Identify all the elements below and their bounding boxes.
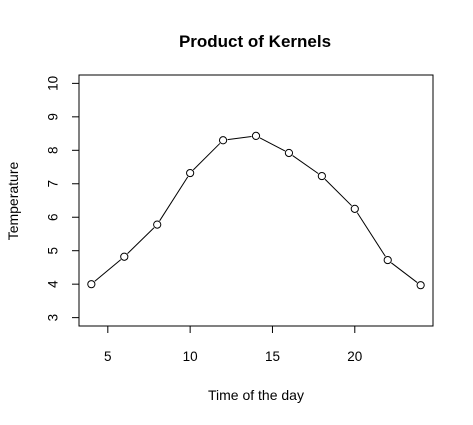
data-point bbox=[87, 280, 96, 289]
chart-title: Product of Kernels bbox=[179, 32, 331, 51]
y-axis-label: Temperature bbox=[5, 161, 21, 240]
line-segment bbox=[159, 176, 189, 222]
y-tick-label: 6 bbox=[46, 213, 61, 221]
data-point bbox=[350, 204, 359, 213]
line-segment bbox=[94, 259, 122, 282]
plot-frame bbox=[78, 74, 434, 327]
line-segment bbox=[127, 227, 155, 254]
y-axis: 3 4 5 6 7 8 9 10 bbox=[46, 76, 80, 322]
y-tick-label: 8 bbox=[46, 147, 61, 155]
line-segment bbox=[259, 137, 286, 152]
y-tick-label: 10 bbox=[46, 76, 61, 91]
y-tick-label: 7 bbox=[46, 180, 61, 188]
line-segment bbox=[227, 136, 252, 141]
x-axis-label: Time of the day bbox=[208, 387, 304, 403]
x-tick-label: 15 bbox=[265, 349, 280, 364]
line-segment bbox=[292, 155, 319, 174]
line-segment bbox=[390, 262, 418, 283]
y-tick-label: 9 bbox=[46, 113, 61, 121]
x-axis: 5 10 15 20 bbox=[104, 325, 362, 364]
x-tick-label: 10 bbox=[183, 349, 198, 364]
line-segment bbox=[356, 212, 386, 257]
data-point bbox=[120, 252, 129, 261]
data-point bbox=[153, 220, 162, 229]
line-segment bbox=[324, 178, 352, 207]
y-tick-label: 3 bbox=[46, 314, 61, 322]
y-tick-label: 4 bbox=[46, 280, 61, 288]
data-point bbox=[251, 131, 261, 141]
data-point bbox=[383, 255, 392, 265]
data-point bbox=[218, 136, 228, 145]
data-point bbox=[284, 148, 294, 158]
data-point bbox=[186, 168, 195, 178]
data-point bbox=[416, 281, 425, 290]
data-point bbox=[317, 171, 326, 181]
x-tick-label: 20 bbox=[347, 349, 362, 364]
line-segment bbox=[192, 143, 221, 171]
x-tick-label: 5 bbox=[104, 349, 112, 364]
y-tick-label: 5 bbox=[46, 247, 61, 255]
data-series bbox=[87, 131, 425, 290]
